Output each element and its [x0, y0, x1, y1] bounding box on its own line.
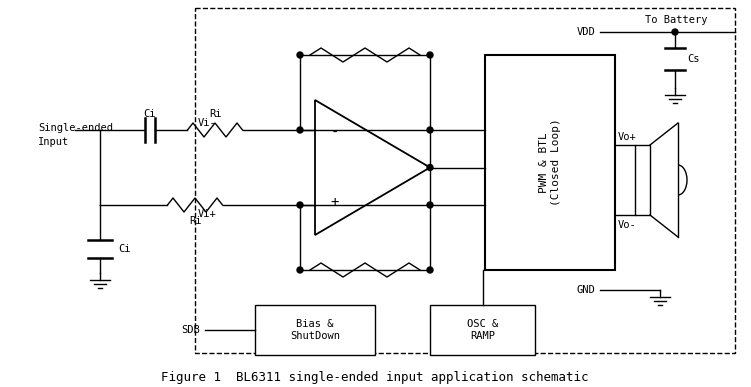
Circle shape: [297, 52, 303, 58]
Text: Ci: Ci: [143, 109, 156, 119]
Text: GND: GND: [576, 285, 595, 295]
Text: Ri: Ri: [189, 216, 201, 226]
Text: PWM & BTL
(Closed Loop): PWM & BTL (Closed Loop): [539, 119, 561, 206]
Text: VDD: VDD: [576, 27, 595, 37]
Text: Ci: Ci: [118, 244, 131, 254]
Bar: [255, 305, 375, 355]
Bar: [195, 8, 735, 353]
Text: Single-ended: Single-ended: [38, 123, 113, 133]
Text: OSC &
RAMP: OSC & RAMP: [467, 319, 498, 341]
Circle shape: [297, 127, 303, 133]
Text: Figure 1  BL6311 single-ended input application schematic: Figure 1 BL6311 single-ended input appli…: [161, 372, 589, 385]
Text: To Battery: To Battery: [645, 15, 707, 25]
Bar: [430, 305, 535, 355]
Circle shape: [297, 267, 303, 273]
Text: Cs: Cs: [687, 54, 699, 64]
Circle shape: [427, 267, 433, 273]
Circle shape: [427, 52, 433, 58]
Bar: [485, 55, 615, 270]
Text: Vi+: Vi+: [198, 209, 217, 219]
Bar: [635, 145, 650, 215]
Circle shape: [297, 202, 303, 208]
Circle shape: [427, 127, 433, 133]
Text: SDB: SDB: [181, 325, 200, 335]
Text: Vo+: Vo+: [618, 132, 637, 142]
Text: Vo-: Vo-: [618, 220, 637, 230]
Circle shape: [427, 164, 433, 171]
Circle shape: [427, 202, 433, 208]
Text: Input: Input: [38, 137, 69, 147]
Text: +: +: [330, 195, 339, 209]
Text: Bias &
ShutDown: Bias & ShutDown: [290, 319, 340, 341]
Text: Vi-: Vi-: [198, 118, 217, 128]
Text: Ri: Ri: [209, 109, 222, 119]
Circle shape: [672, 29, 678, 35]
Text: -: -: [330, 126, 339, 140]
